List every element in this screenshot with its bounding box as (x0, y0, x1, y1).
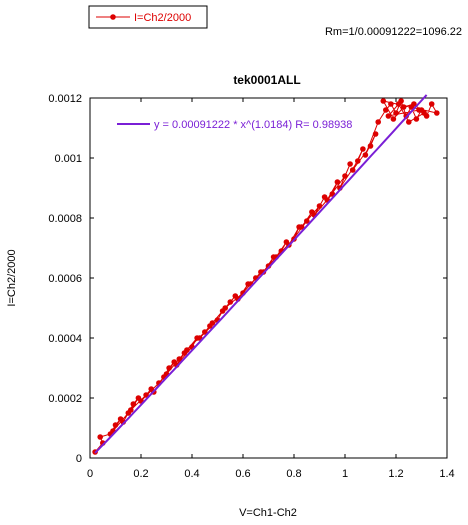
data-point (421, 110, 427, 116)
data-point (413, 116, 420, 122)
fit-legend-label: y = 0.00091222 * x^(1.0184) R= 0.98938 (154, 119, 352, 131)
data-point (434, 110, 440, 116)
data-point (390, 116, 397, 122)
data-point (355, 158, 361, 164)
data-point (316, 203, 323, 209)
x-tick-label: 0 (87, 468, 93, 480)
data-point (349, 167, 356, 173)
resistance-annotation: Rm=1/0.00091222=1096.22 (325, 26, 462, 38)
y-tick-label: 0.0006 (48, 273, 82, 285)
data-point (209, 320, 216, 326)
y-tick-label: 0.0004 (48, 333, 82, 345)
data-point (428, 101, 435, 107)
legend: I=Ch2/2000 (88, 5, 208, 29)
x-tick-label: 0.6 (235, 468, 250, 480)
fit-line (94, 94, 428, 454)
y-axis: 0 0.0002 0.0004 0.0006 0.0008 0.001 0.0012 (48, 93, 447, 465)
data-point (395, 101, 402, 107)
y-tick-label: 0.0012 (48, 93, 82, 105)
x-tick-label: 1 (342, 468, 348, 480)
data-point (97, 434, 103, 440)
data-point (362, 152, 369, 158)
data-point (383, 107, 389, 113)
data-point (304, 218, 310, 224)
y-axis-label: I=Ch2/2000 (6, 249, 18, 306)
data-point (184, 347, 190, 353)
x-tick-label: 1.4 (439, 468, 454, 480)
data-point (411, 101, 417, 107)
data-point (380, 98, 387, 104)
x-axis: 0 0.2 0.4 0.6 0.8 1 1.2 1.4 (87, 98, 455, 480)
data-point (112, 422, 119, 428)
legend-series-name: I=Ch2/2000 (134, 12, 191, 24)
data-point (367, 143, 374, 149)
legend-box (88, 5, 208, 29)
y-tick-label: 0.0008 (48, 213, 82, 225)
data-point (176, 356, 183, 362)
fit-legend: y = 0.00091222 * x^(1.0184) R= 0.98938 (117, 119, 352, 131)
data-point (130, 401, 137, 407)
data-point (372, 131, 379, 137)
legend-series-marker (110, 14, 116, 20)
data-point (202, 329, 208, 335)
data-point (360, 146, 366, 152)
x-tick-label: 1.2 (388, 468, 403, 480)
data-point (347, 161, 353, 167)
data-point (128, 407, 134, 413)
data-point (166, 365, 172, 371)
y-tick-label: 0 (76, 453, 82, 465)
x-tick-label: 0.2 (133, 468, 148, 480)
data-point (143, 392, 149, 398)
data-point (416, 107, 422, 113)
data-point (342, 173, 348, 179)
data-point (393, 110, 399, 116)
x-axis-label: V=Ch1-Ch2 (239, 507, 297, 519)
y-tick-label: 0.001 (54, 153, 82, 165)
fit-layer (94, 94, 428, 454)
data-point (385, 113, 392, 119)
x-tick-label: 0.4 (184, 468, 199, 480)
data-point (375, 119, 382, 125)
data-point (222, 305, 228, 311)
chart-title: tek0001ALL (233, 73, 300, 87)
data-point (227, 299, 234, 305)
data-point (406, 119, 412, 125)
y-tick-label: 0.0002 (48, 393, 82, 405)
data-point (388, 101, 394, 107)
data-point (400, 104, 407, 110)
x-tick-label: 0.8 (286, 468, 301, 480)
plot-frame (89, 97, 448, 459)
data-point (298, 224, 305, 230)
data-point (334, 179, 341, 185)
